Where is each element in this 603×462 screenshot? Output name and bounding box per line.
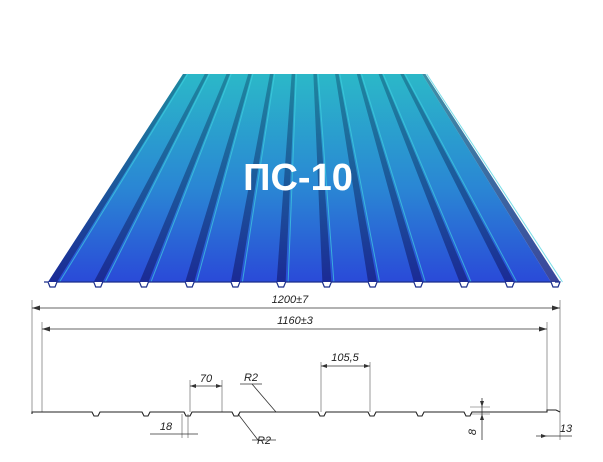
radius-bottom-label: R2 xyxy=(257,435,271,447)
sheet-rib-highlight xyxy=(104,73,210,283)
sheet-rib-groove xyxy=(356,74,423,282)
rib-pitch-arrow-right xyxy=(364,364,370,368)
rib-pitch-label: 105,5 xyxy=(331,352,359,364)
sheet-rib-groove xyxy=(378,74,469,282)
sheet-rib-highlight xyxy=(59,73,189,283)
overall-width-label: 1200±7 xyxy=(272,294,310,306)
sheet-rib-groove xyxy=(139,74,230,282)
sheet-rib-highlight xyxy=(361,73,426,283)
sheet-rib-groove xyxy=(335,74,378,282)
sheet-rib-highlight xyxy=(426,73,563,283)
sheet-rib-groove xyxy=(93,74,209,282)
rib-top-arrow-right xyxy=(216,384,222,388)
radius-top-leader xyxy=(251,383,277,413)
sheet-rib-groove xyxy=(422,74,560,282)
sheet-rib-groove xyxy=(313,74,332,282)
profile-drawing: 1200±7 1160±3 70 105,5 R2 R2 1 xyxy=(31,294,573,447)
radius-top-label: R2 xyxy=(244,372,258,384)
rib-top-width-label: 70 xyxy=(200,373,213,385)
rib-bottom-width-label: 18 xyxy=(160,421,173,433)
sheet-rib-groove xyxy=(48,74,187,282)
sheet-surface xyxy=(48,74,551,282)
height-arrow-bottom xyxy=(480,414,484,420)
overall-width-arrow-left xyxy=(32,305,40,311)
radius-bottom-leader xyxy=(237,413,259,441)
sheet-rib-groove xyxy=(276,74,296,282)
sheet-rib-highlight xyxy=(196,73,254,283)
sheet-rib-highlight xyxy=(317,73,335,283)
edge-offset-arrow xyxy=(541,434,547,438)
sheet-rib-highlight xyxy=(287,73,297,283)
profile-cross-section xyxy=(31,409,561,417)
sheet-front-edge xyxy=(44,281,561,288)
height-label: 8 xyxy=(467,428,479,435)
sheet-rib-highlight xyxy=(404,73,518,283)
rib-pitch-arrow-left xyxy=(321,364,327,368)
profile-title: ПС-10 xyxy=(243,157,353,199)
sheet-rib-highlight xyxy=(382,73,472,283)
sheet-rib-highlight xyxy=(150,73,232,283)
working-width-arrow-left xyxy=(42,326,50,332)
sheet-rib-highlight xyxy=(241,73,276,283)
working-width-label: 1160±3 xyxy=(277,315,314,327)
sheet-rib-groove xyxy=(230,74,274,282)
sheet-ribs xyxy=(48,73,563,283)
sheet-illustration: ПС-10 xyxy=(44,73,563,288)
overall-width-arrow-right xyxy=(552,305,560,311)
edge-offset-label: 13 xyxy=(560,423,573,435)
sheet-rib-groove xyxy=(400,74,515,282)
height-arrow-top xyxy=(480,401,484,407)
sheet-rib-highlight xyxy=(339,73,381,283)
working-width-arrow-right xyxy=(539,326,547,332)
sheet-rib-groove xyxy=(185,74,252,282)
rib-top-arrow-left xyxy=(190,384,196,388)
